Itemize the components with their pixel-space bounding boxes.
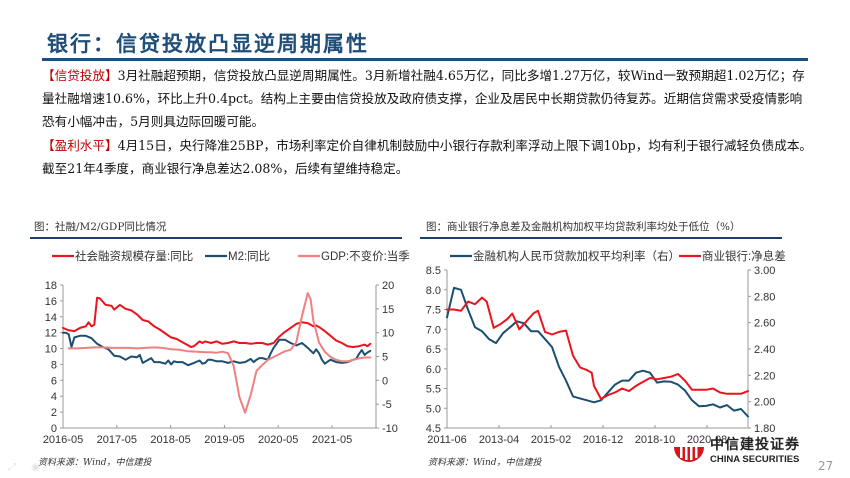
left-y-tick-label: 12 (45, 328, 57, 340)
right-y-tick-label: 1.80 (754, 423, 775, 435)
left-y-tick-label: 6.5 (426, 344, 441, 356)
left-y-tick-label: 7.0 (426, 324, 441, 336)
series-line-2 (62, 331, 372, 367)
page-number: 27 (818, 459, 834, 473)
chart2-title-rule (420, 237, 782, 239)
chart1-title-rule (30, 237, 402, 239)
legend-label-2: 商业银行:净息差 (702, 249, 786, 263)
title-divider (42, 58, 808, 61)
left-y-tick-label: 4.5 (426, 423, 441, 435)
left-y-tick-label: 8.0 (426, 285, 441, 297)
right-y-tick-label: 0 (382, 375, 388, 387)
left-y-tick-label: 4 (51, 391, 57, 403)
right-y-tick-label: 2.40 (754, 344, 775, 356)
page-title: 银行：信贷投放凸显逆周期属性 (47, 31, 369, 56)
x-tick-label: 2016-05 (43, 434, 83, 446)
right-y-tick-label: 2.20 (754, 370, 775, 382)
legend-label-1: 金融机构人民币贷款加权平均利率（右） (473, 249, 680, 263)
left-y-tick-label: 14 (45, 312, 57, 324)
x-tick-label: 2019-05 (204, 434, 244, 446)
logo-en-text: CHINA SECURITIES (710, 454, 800, 465)
left-y-tick-label: 16 (45, 296, 57, 308)
right-y-tick-label: 3.00 (754, 265, 775, 277)
left-y-tick-label: 6.0 (426, 364, 441, 376)
legend-label-3: GDP:不变价:当季同比 (321, 249, 410, 263)
right-y-tick-label: 10 (382, 328, 394, 340)
paragraph-text: 3月社融超预期，信贷投放凸显逆周期属性。3月新增社融4.65万亿，同比多增1.2… (42, 68, 805, 129)
company-logo: 中信建投证券 CHINA SECURITIES (672, 437, 812, 471)
legend-label-1: 社会融资规模存量:同比 (75, 249, 193, 263)
left-y-tick-label: 8 (51, 359, 57, 371)
legend-label-2: M2:同比 (228, 250, 270, 263)
right-y-tick-label: 2.60 (754, 318, 775, 330)
left-y-tick-label: 0 (51, 423, 57, 435)
series-line-2 (446, 296, 749, 400)
chart1-source: 资料来源：Wind，中信建投 (38, 458, 152, 468)
paragraph-credit: 【信贷投放】3月社融超预期，信贷投放凸显逆周期属性。3月新增社融4.65万亿，同… (42, 64, 812, 133)
logo-cn-text: 中信建投证券 (710, 437, 800, 453)
faded-toolbar-icons: ⤢ ◉ ⌕ ⋯ (8, 462, 92, 473)
chart2-title: 图：商业银行净息差及金融机构加权平均贷款利率均处于低位（%） (426, 221, 741, 233)
chart1-title: 图：社融/M2/GDP同比情况 (34, 221, 167, 233)
x-tick-label: 2013-04 (479, 434, 519, 446)
left-y-tick-label: 10 (45, 344, 57, 356)
left-y-tick-label: 18 (45, 280, 57, 292)
paragraph-tag: 【信贷投放】 (42, 68, 118, 83)
chart2-source: 资料来源：Wind，中信建投 (428, 458, 542, 468)
left-y-tick-label: 2 (51, 407, 57, 419)
right-y-tick-label: -10 (382, 423, 398, 435)
x-tick-label: 2016-12 (583, 434, 623, 446)
x-tick-label: 2020-05 (258, 434, 298, 446)
paragraph-text: 4月15日，央行降准25BP，市场利率定价自律机制鼓励中小银行存款利率浮动上限下… (42, 138, 813, 176)
left-y-tick-label: 5.0 (426, 403, 441, 415)
right-y-tick-label: 15 (382, 304, 394, 316)
series-line-1 (446, 286, 749, 418)
x-tick-label: 2018-05 (150, 434, 190, 446)
right-y-tick-label: -5 (382, 399, 392, 411)
chart2-svg: 4.5 5.0 5.5 6.0 6.5 7.0 7.5 8.0 8.5 1.80 2.00 2.20 2… (426, 249, 786, 446)
series-line-3 (67, 292, 372, 414)
chart1-svg: 0 2 4 6 8 10 12 14 16 18 -10 -5 0 5 10 15 20 2016-05 2017-… (43, 249, 410, 446)
right-y-tick-label: 5 (382, 352, 388, 364)
left-y-tick-label: 8.5 (426, 265, 441, 277)
paragraph-profit: 【盈利水平】4月15日，央行降准25BP，市场利率定价自律机制鼓励中小银行存款利… (42, 134, 812, 180)
x-tick-label: 2011-06 (427, 434, 467, 446)
x-tick-label: 2017-05 (97, 434, 137, 446)
paragraph-tag: 【盈利水平】 (42, 138, 118, 153)
right-y-tick-label: 2.80 (754, 291, 775, 303)
x-tick-label: 2015-02 (531, 434, 571, 446)
logo-mark-icon (674, 447, 704, 462)
series-line-1 (62, 296, 372, 348)
left-y-tick-label: 7.5 (426, 305, 441, 317)
right-y-tick-label: 20 (382, 280, 394, 292)
x-tick-label: 2020-08 (687, 434, 727, 446)
x-tick-label: 2018-10 (635, 434, 675, 446)
x-tick-label: 2021-05 (312, 434, 352, 446)
left-y-tick-label: 5.5 (426, 384, 441, 396)
right-y-tick-label: 2.00 (754, 397, 775, 409)
left-y-tick-label: 6 (51, 375, 57, 387)
